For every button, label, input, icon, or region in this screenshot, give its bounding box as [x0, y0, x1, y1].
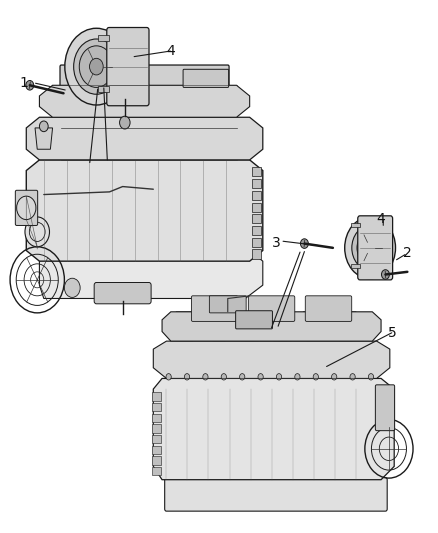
Circle shape — [79, 46, 113, 87]
Polygon shape — [39, 251, 263, 298]
FancyBboxPatch shape — [236, 311, 272, 329]
FancyBboxPatch shape — [305, 296, 352, 321]
FancyBboxPatch shape — [209, 296, 246, 313]
Bar — [252, 249, 261, 259]
Circle shape — [184, 374, 190, 380]
Circle shape — [39, 121, 48, 132]
Polygon shape — [303, 312, 323, 341]
Circle shape — [65, 28, 128, 105]
Circle shape — [166, 374, 171, 380]
Circle shape — [29, 222, 45, 241]
Circle shape — [120, 116, 130, 129]
Polygon shape — [35, 128, 53, 149]
Polygon shape — [270, 312, 290, 341]
FancyBboxPatch shape — [183, 69, 229, 87]
Polygon shape — [176, 312, 196, 341]
FancyBboxPatch shape — [165, 478, 387, 511]
Circle shape — [203, 374, 208, 380]
FancyBboxPatch shape — [94, 282, 151, 304]
Bar — [152, 467, 161, 475]
Polygon shape — [153, 378, 394, 480]
Polygon shape — [242, 312, 262, 341]
Bar — [252, 238, 261, 247]
Bar — [152, 392, 161, 401]
Polygon shape — [85, 91, 99, 117]
Circle shape — [300, 239, 308, 248]
Circle shape — [345, 217, 396, 279]
Polygon shape — [191, 91, 204, 117]
Polygon shape — [237, 312, 258, 341]
Polygon shape — [138, 91, 151, 117]
Bar — [252, 191, 261, 200]
Bar — [351, 223, 360, 227]
Circle shape — [350, 374, 355, 380]
Bar — [252, 203, 261, 212]
Circle shape — [276, 374, 282, 380]
Circle shape — [240, 374, 245, 380]
FancyBboxPatch shape — [107, 28, 149, 106]
Polygon shape — [26, 160, 263, 261]
Circle shape — [122, 93, 128, 101]
FancyBboxPatch shape — [358, 216, 392, 280]
Polygon shape — [112, 91, 125, 117]
Polygon shape — [164, 91, 177, 117]
Bar — [152, 456, 161, 465]
Text: 1: 1 — [20, 76, 28, 90]
Text: 3: 3 — [272, 236, 280, 249]
Polygon shape — [153, 341, 390, 378]
Circle shape — [17, 196, 36, 220]
Bar — [252, 214, 261, 223]
Circle shape — [357, 232, 383, 264]
Bar — [152, 424, 161, 433]
Polygon shape — [336, 312, 356, 341]
Circle shape — [295, 374, 300, 380]
FancyBboxPatch shape — [248, 296, 295, 321]
Circle shape — [26, 80, 34, 90]
Bar — [351, 264, 360, 269]
Polygon shape — [217, 91, 230, 117]
FancyBboxPatch shape — [191, 296, 238, 321]
Circle shape — [25, 217, 49, 247]
Bar — [252, 179, 261, 188]
Bar — [152, 414, 161, 422]
Circle shape — [368, 374, 374, 380]
Circle shape — [74, 39, 119, 94]
Circle shape — [89, 58, 103, 75]
Text: 5: 5 — [388, 326, 396, 340]
Circle shape — [352, 225, 389, 270]
Polygon shape — [209, 312, 229, 341]
Bar — [152, 403, 161, 411]
Circle shape — [313, 374, 318, 380]
Circle shape — [381, 270, 389, 279]
FancyBboxPatch shape — [60, 65, 229, 98]
Circle shape — [64, 278, 80, 297]
Polygon shape — [59, 91, 72, 117]
FancyBboxPatch shape — [375, 385, 395, 431]
Circle shape — [258, 374, 263, 380]
Circle shape — [221, 374, 226, 380]
Bar — [98, 35, 109, 41]
Bar — [252, 167, 261, 176]
Polygon shape — [39, 85, 250, 117]
Polygon shape — [138, 91, 151, 117]
Polygon shape — [26, 117, 263, 160]
Bar — [152, 435, 161, 443]
Text: 4: 4 — [377, 212, 385, 225]
Circle shape — [332, 374, 337, 380]
Bar — [152, 446, 161, 454]
Text: 4: 4 — [166, 44, 175, 58]
Bar — [98, 86, 109, 92]
Bar — [252, 226, 261, 235]
Circle shape — [365, 241, 375, 254]
FancyBboxPatch shape — [15, 190, 38, 225]
Text: 2: 2 — [403, 246, 412, 260]
Polygon shape — [275, 312, 295, 341]
Polygon shape — [162, 312, 381, 341]
